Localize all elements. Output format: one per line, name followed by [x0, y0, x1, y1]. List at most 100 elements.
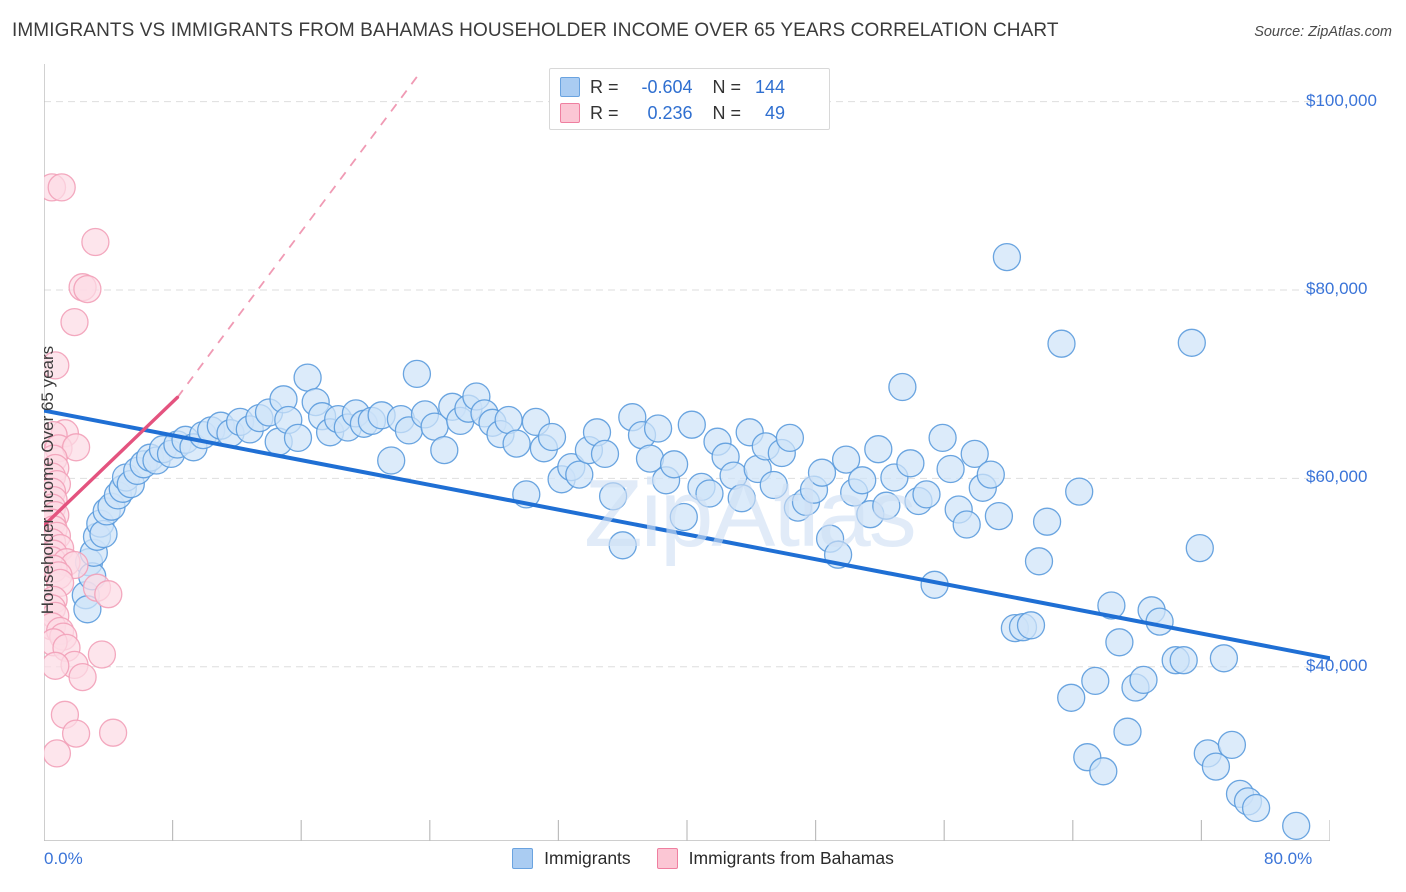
data-point[interactable]	[1201, 752, 1231, 781]
data-point[interactable]	[896, 449, 925, 478]
points-immigrants	[71, 242, 1311, 841]
data-point[interactable]	[775, 423, 805, 453]
data-point[interactable]	[1065, 477, 1094, 506]
y-axis-tick-label: $100,000	[1306, 90, 1377, 110]
stats-row-immigrants: R = -0.604 N = 144	[560, 74, 785, 100]
data-point[interactable]	[590, 439, 620, 469]
stats-n-label-bahamas: N =	[712, 102, 742, 123]
data-point[interactable]	[960, 439, 989, 469]
data-point[interactable]	[47, 173, 76, 202]
data-point[interactable]	[669, 502, 698, 532]
data-point[interactable]	[1113, 717, 1142, 746]
x-axis-tick-label: 0.0%	[44, 849, 83, 868]
legend-label-bahamas: Immigrants from Bahamas	[688, 848, 894, 868]
data-point[interactable]	[759, 470, 788, 500]
data-point[interactable]	[94, 580, 123, 609]
data-point[interactable]	[677, 410, 706, 439]
y-axis-tick-label: $80,000	[1306, 279, 1368, 299]
data-point[interactable]	[81, 227, 110, 257]
data-point[interactable]	[1185, 533, 1214, 563]
data-point[interactable]	[1177, 328, 1206, 357]
data-point[interactable]	[98, 718, 128, 747]
data-point[interactable]	[1057, 683, 1086, 712]
plot-svg	[44, 64, 1330, 841]
data-point[interactable]	[992, 242, 1022, 272]
data-point[interactable]	[727, 484, 756, 513]
data-point[interactable]	[1241, 793, 1271, 823]
data-point[interactable]	[1032, 507, 1062, 536]
data-point[interactable]	[1169, 646, 1198, 675]
data-point[interactable]	[73, 274, 102, 304]
y-axis-tick-label: $40,000	[1306, 655, 1368, 675]
stats-swatch-bahamas	[560, 103, 580, 123]
stats-n-label-immigrants: N =	[712, 76, 742, 97]
data-point[interactable]	[888, 372, 917, 402]
data-point[interactable]	[643, 414, 673, 443]
data-point[interactable]	[44, 351, 70, 380]
data-point[interactable]	[377, 446, 406, 475]
data-point[interactable]	[659, 450, 689, 479]
legend-item-immigrants[interactable]: Immigrants	[512, 848, 631, 869]
data-point[interactable]	[1129, 665, 1158, 695]
data-point[interactable]	[87, 640, 117, 669]
data-point[interactable]	[976, 460, 1005, 489]
data-point[interactable]	[984, 501, 1014, 531]
stats-r-label-bahamas: R =	[590, 102, 619, 123]
data-point[interactable]	[936, 454, 965, 484]
data-point[interactable]	[1081, 666, 1110, 696]
data-point[interactable]	[1145, 607, 1174, 636]
data-point[interactable]	[1282, 811, 1311, 841]
stats-r-value-immigrants: -0.604	[641, 76, 693, 97]
data-point[interactable]	[61, 719, 91, 748]
data-point[interactable]	[608, 531, 637, 560]
data-point[interactable]	[864, 435, 893, 464]
data-point[interactable]	[1209, 644, 1239, 673]
data-point[interactable]	[1089, 757, 1118, 786]
data-point[interactable]	[68, 662, 97, 692]
data-point[interactable]	[1097, 591, 1126, 620]
correlation-stats-box: R = -0.604 N = 144 R = 0.236 N = 49	[549, 68, 830, 130]
data-point[interactable]	[848, 466, 877, 495]
data-point[interactable]	[537, 422, 567, 452]
scatter-plot-area: ZipAtlas Householder Income Over 65 year…	[38, 64, 1377, 868]
data-point[interactable]	[494, 405, 523, 435]
data-point[interactable]	[565, 460, 594, 489]
data-point[interactable]	[283, 423, 313, 453]
stats-r-value-bahamas: 0.236	[647, 102, 693, 123]
data-point[interactable]	[44, 651, 70, 680]
data-point[interactable]	[831, 445, 861, 474]
data-point[interactable]	[60, 307, 89, 337]
y-axis-tick-label: $60,000	[1306, 467, 1368, 487]
chart-legend: Immigrants Immigrants from Bahamas	[0, 848, 1406, 869]
legend-item-bahamas[interactable]: Immigrants from Bahamas	[656, 848, 894, 869]
data-point[interactable]	[430, 435, 459, 465]
data-point[interactable]	[872, 491, 901, 520]
data-point[interactable]	[1047, 329, 1076, 358]
trendline-bahamas-extension	[176, 71, 421, 398]
stats-row-bahamas: R = 0.236 N = 49	[560, 100, 785, 126]
stats-r-label-immigrants: R =	[590, 76, 619, 97]
data-point[interactable]	[912, 480, 941, 509]
stats-n-value-bahamas: 49	[765, 102, 786, 123]
data-point[interactable]	[293, 363, 322, 392]
data-point[interactable]	[952, 510, 981, 539]
legend-swatch-bahamas	[656, 848, 678, 869]
source-attribution: Source: ZipAtlas.com	[1254, 24, 1392, 40]
data-point[interactable]	[1105, 628, 1134, 657]
data-point[interactable]	[402, 359, 432, 389]
data-point[interactable]	[1024, 547, 1054, 576]
data-point[interactable]	[695, 479, 724, 508]
data-point[interactable]	[1217, 730, 1247, 760]
data-point[interactable]	[1016, 611, 1046, 640]
trendline-immigrants	[44, 408, 1330, 661]
data-point[interactable]	[598, 482, 628, 511]
data-point[interactable]	[61, 433, 91, 462]
x-axis-tick-label: 80.0%	[1264, 849, 1313, 868]
data-point[interactable]	[44, 739, 72, 768]
legend-swatch-immigrants	[512, 848, 534, 869]
data-point[interactable]	[928, 423, 957, 453]
data-point[interactable]	[502, 429, 531, 458]
trendline-bahamas	[44, 395, 180, 528]
stats-n-value-immigrants: 144	[754, 76, 786, 97]
data-point[interactable]	[807, 458, 837, 487]
